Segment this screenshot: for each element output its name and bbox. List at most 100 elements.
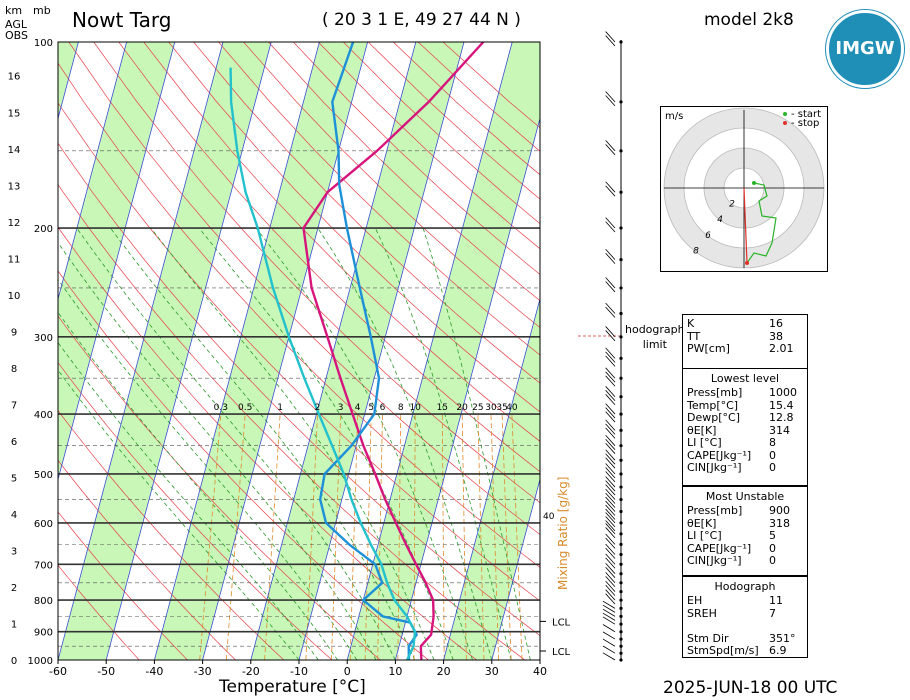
wind-barb-flag (605, 457, 616, 469)
isotherm-line (491, 477, 540, 660)
isotherms (58, 42, 540, 660)
barb-point (619, 651, 623, 655)
barb-point (619, 614, 623, 618)
index-row: K 16 (683, 317, 807, 331)
hodograph-start-point (752, 181, 756, 185)
wind-barb-flag (605, 527, 616, 539)
isotherm-line (298, 42, 465, 660)
lowest-level-value: 12.8 (769, 411, 794, 424)
wind-barb-flag (605, 453, 616, 465)
mixing-ratio-tick: 40 (543, 512, 555, 522)
barb-point (619, 190, 623, 194)
wind-barb-flag (602, 604, 616, 613)
lowest-level-value: 0 (769, 448, 776, 462)
most-unstable-title: Most Unstable (705, 490, 785, 503)
lowest-level-row: CIN[Jkg⁻¹] 0 (683, 461, 807, 475)
wind-barb-flag (605, 484, 616, 496)
dry-adiabat (58, 102, 540, 602)
hodograph-param-key: StmSpd[m/s] (687, 644, 759, 657)
mixing-ratio-tick: 6 (380, 403, 386, 413)
dry-adiabat (93, 42, 540, 504)
wind-barb-flag (602, 600, 616, 609)
wind-barb-flag (605, 562, 616, 574)
lowest-level-row: LI [°C] 8 (683, 436, 807, 450)
hodograph-param-row: Stm Dir 351° (683, 632, 807, 646)
dry-adiabat (58, 62, 540, 568)
wind-barb-flag (605, 580, 616, 592)
dry-adiabat (58, 564, 140, 660)
wind-barb-flag (605, 252, 616, 264)
most-unstable-value: 0 (769, 554, 776, 567)
index-value: 16 (769, 317, 783, 330)
wind-barb-flag (605, 543, 616, 555)
hodograph-param-row: SREH 7 (683, 606, 807, 621)
most-unstable-row: CAPE[Jkg⁻¹] 0 (683, 542, 807, 556)
wind-barb-flag (605, 434, 616, 446)
most-unstable-row: Press[mb] 900 (683, 504, 807, 518)
sounding-profiles (229, 42, 485, 660)
hodograph-param-value: 6.9 (769, 644, 787, 657)
profile-line-1 (319, 42, 418, 660)
model-label: model 2k8 (704, 10, 794, 30)
lowest-level-value: 0 (769, 461, 776, 474)
wind-barb-flag (605, 547, 616, 559)
x-tick-label: -50 (97, 665, 115, 678)
pressure-tick-label: 600 (34, 519, 53, 530)
wind-barb-flag (602, 652, 616, 661)
hodograph-limit-line2: limit (642, 338, 667, 351)
hodograph-param-key: SREH (687, 606, 717, 620)
height-tick-label: 4 (11, 510, 17, 521)
pressure-tick-label: 100 (34, 38, 53, 49)
imgw-logo: IMGW (826, 10, 904, 88)
hodograph-stop-point (745, 261, 749, 265)
dry-adiabat (58, 410, 285, 660)
height-tick-label: 14 (8, 145, 21, 156)
isotherm-line (202, 42, 368, 660)
most-unstable-key: LI [°C] (687, 529, 722, 542)
mixing-ratio-tick: 15 (437, 403, 448, 413)
wind-barb-flag (605, 330, 616, 342)
height-tick-label: 6 (11, 437, 17, 448)
hodograph-param-value (769, 620, 807, 633)
mixing-ratio-line (511, 414, 523, 660)
barb-point (619, 444, 623, 448)
mixing-ratio-tick: 5 (368, 403, 374, 413)
dry-adiabat (58, 459, 237, 660)
stop-marker (783, 121, 787, 125)
station-coordinates: ( 20 3 1 E, 49 27 44 N ) (322, 10, 521, 30)
index-value: 2.01 (769, 342, 794, 355)
wind-barb-flag (605, 140, 616, 152)
isotherm-line (58, 42, 224, 660)
wind-barb-flag (605, 589, 616, 601)
wind-barbs (602, 31, 623, 662)
most-unstable-value: 318 (769, 516, 790, 530)
pressure-tick-label: 400 (34, 410, 53, 421)
isotherm-band (250, 42, 464, 660)
barb-point (619, 521, 623, 525)
profile-line-0 (302, 42, 485, 660)
isotherm-line (443, 297, 540, 660)
mixing-ratio-line (330, 414, 342, 660)
wind-barb-flag (605, 347, 616, 359)
barb-point (619, 395, 623, 399)
lowest-level-row: Press[mb] 1000 (683, 386, 807, 400)
hodograph-param-key: EH (687, 594, 703, 607)
pressure-gridlines (58, 150, 540, 647)
most-unstable-key: CIN[Jkg⁻¹] (687, 554, 742, 567)
barb-point (619, 589, 623, 594)
mb-axis-label: mb (33, 4, 51, 17)
lowest-level-row: Temp[°C] 15.4 (683, 399, 807, 413)
axes: 0.3 0.5 1 2 3 4 5 6 8 10 15 20 25 30 35404010020030040… (8, 38, 622, 678)
hodograph-trace (743, 181, 777, 265)
hodograph-param-value: 7 (769, 606, 776, 620)
wind-barb-flag (605, 480, 616, 492)
hodograph-ring-label: 4 (717, 215, 723, 225)
lowest-level-row: CAPE[Jkg⁻¹] 0 (683, 448, 807, 463)
barb-point (619, 509, 623, 514)
km-axis-label: km (5, 4, 23, 17)
barb-point (619, 335, 623, 339)
index-key: PW[cm] (687, 342, 730, 355)
x-tick-label: -60 (49, 665, 67, 678)
dry-adiabat (58, 315, 381, 660)
mixing-ratio-axis-label: Mixing Ratio [g/kg] (556, 476, 570, 590)
